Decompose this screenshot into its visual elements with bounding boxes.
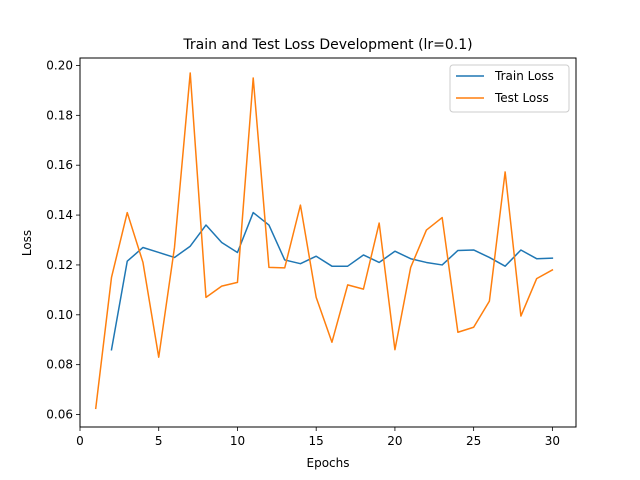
y-axis-label: Loss [20,230,34,256]
x-tick-label: 15 [309,434,324,448]
series-layer [94,72,554,410]
legend-label-test-loss: Test Loss [494,91,549,105]
legend-label-train-loss: Train Loss [494,69,554,83]
x-tick-label: 5 [155,434,163,448]
y-tick-label: 0.18 [46,108,73,122]
x-tick-label: 20 [387,434,402,448]
x-tick-label: 10 [230,434,245,448]
y-tick-label: 0.12 [46,258,73,272]
y-tick-label: 0.14 [46,208,73,222]
y-tick-label: 0.10 [46,308,73,322]
plot-frame [79,57,577,428]
x-tick-label: 0 [76,434,84,448]
chart-title: Train and Test Loss Development (lr=0.1) [182,37,472,53]
x-axis-label: Epochs [307,456,350,470]
legend: Train Loss Test Loss [449,64,570,113]
y-axis: 0.06 0.08 0.10 0.12 0.14 0.16 0.18 0.20 [46,58,80,422]
y-tick-label: 0.08 [46,358,73,372]
y-tick-label: 0.06 [46,408,73,422]
y-tick-label: 0.16 [46,158,73,172]
y-tick-label: 0.20 [46,58,73,72]
x-axis: 0 5 10 15 20 25 30 [76,427,560,448]
x-tick-label: 30 [545,434,560,448]
series-line-test-loss [94,72,554,410]
x-tick-label: 25 [466,434,481,448]
